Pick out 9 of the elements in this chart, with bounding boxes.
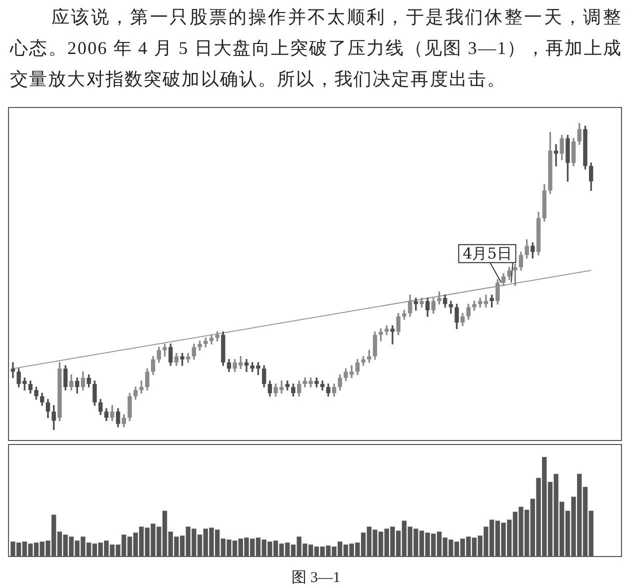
candlestick <box>390 325 395 344</box>
candlestick <box>448 300 454 314</box>
candlestick <box>484 294 488 308</box>
candlestick <box>244 359 249 372</box>
candlestick <box>10 362 16 378</box>
candlestick <box>554 144 558 166</box>
text: 应该说，第一只股票的操作并不太顺利，于是我们休整一天，调整心态。2006 年 4 月 5 日大盘向上突破了压力线（见图 3—1），再加上成交量放大对指数突破加以确认。所以，我们决定再度出击。 <box>10 6 622 91</box>
annotation: 4月5日 <box>462 244 512 263</box>
caption: 图 3—1 <box>290 569 342 587</box>
